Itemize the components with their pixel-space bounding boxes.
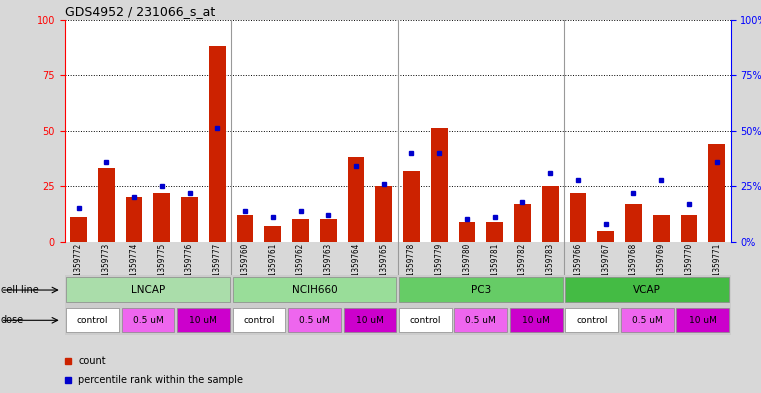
Bar <box>625 204 642 242</box>
Bar <box>265 226 281 242</box>
Bar <box>486 222 503 242</box>
Bar <box>348 157 365 242</box>
Text: count: count <box>78 356 106 366</box>
Text: control: control <box>409 316 441 325</box>
Bar <box>431 129 447 242</box>
Bar <box>98 169 115 242</box>
Text: 10 uM: 10 uM <box>689 316 717 325</box>
Text: LNCAP: LNCAP <box>131 285 165 295</box>
Bar <box>209 46 225 242</box>
Bar <box>288 308 341 332</box>
Bar <box>454 308 508 332</box>
Bar <box>570 193 586 242</box>
Bar <box>399 308 452 332</box>
Bar <box>514 204 531 242</box>
Text: control: control <box>576 316 607 325</box>
Bar <box>653 215 670 242</box>
Bar <box>677 308 729 332</box>
Bar <box>237 215 253 242</box>
Bar <box>343 308 396 332</box>
Text: control: control <box>77 316 108 325</box>
Bar <box>680 215 697 242</box>
Text: 0.5 uM: 0.5 uM <box>466 316 496 325</box>
Bar <box>542 186 559 242</box>
Text: dose: dose <box>1 315 24 325</box>
Text: percentile rank within the sample: percentile rank within the sample <box>78 375 243 386</box>
Bar <box>565 277 729 302</box>
Bar <box>66 308 119 332</box>
Bar <box>320 219 336 242</box>
Text: 0.5 uM: 0.5 uM <box>632 316 663 325</box>
Bar <box>565 308 618 332</box>
Bar <box>621 308 673 332</box>
Bar <box>177 308 230 332</box>
Bar <box>403 171 420 242</box>
Text: control: control <box>244 316 275 325</box>
Bar <box>459 222 476 242</box>
Text: VCAP: VCAP <box>633 285 661 295</box>
Bar <box>292 219 309 242</box>
Text: NCIH660: NCIH660 <box>291 285 337 295</box>
Text: 0.5 uM: 0.5 uM <box>132 316 164 325</box>
Bar <box>375 186 392 242</box>
Text: 10 uM: 10 uM <box>522 316 550 325</box>
Text: GDS4952 / 231066_s_at: GDS4952 / 231066_s_at <box>65 6 215 18</box>
Bar <box>708 144 725 242</box>
Text: 0.5 uM: 0.5 uM <box>299 316 330 325</box>
Bar <box>126 197 142 242</box>
Bar <box>154 193 170 242</box>
Bar <box>66 277 230 302</box>
Text: 10 uM: 10 uM <box>189 316 218 325</box>
Text: PC3: PC3 <box>471 285 491 295</box>
Bar <box>233 277 396 302</box>
Bar <box>510 308 562 332</box>
Bar <box>181 197 198 242</box>
Text: 10 uM: 10 uM <box>356 316 384 325</box>
Bar <box>70 217 87 242</box>
Bar <box>597 231 614 242</box>
Bar <box>399 277 562 302</box>
Bar <box>122 308 174 332</box>
Text: cell line: cell line <box>1 285 39 295</box>
Bar <box>233 308 285 332</box>
